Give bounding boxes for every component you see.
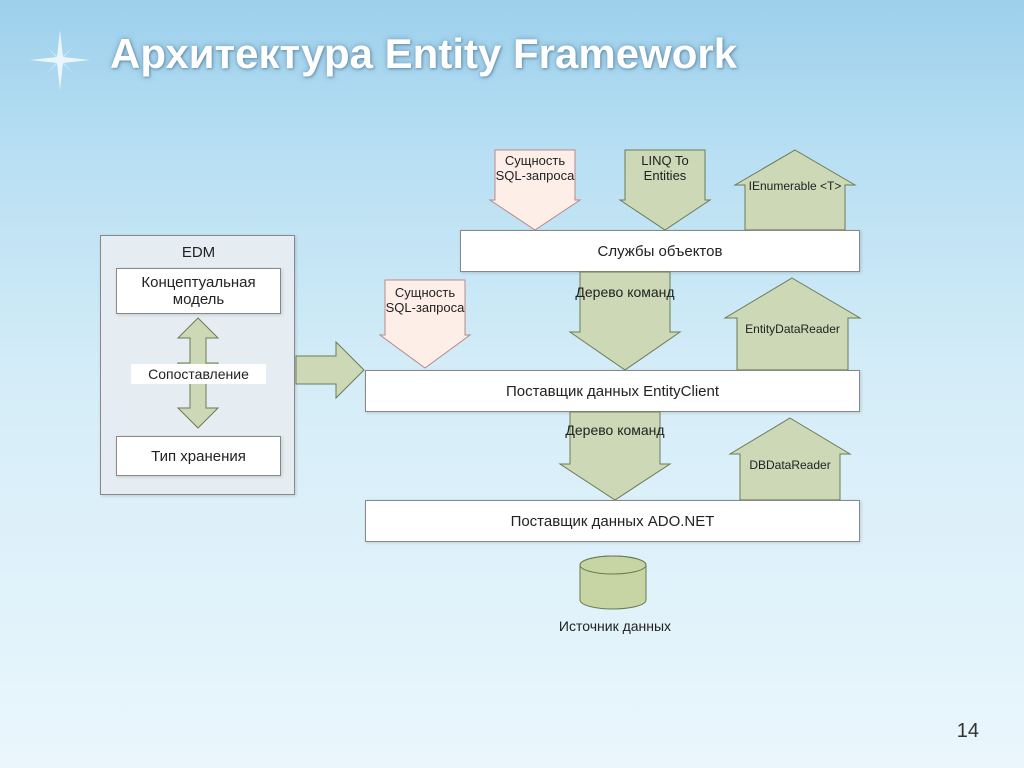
- datasource-cylinder-icon: [578, 555, 648, 610]
- edm-storage-box: Тип хранения: [116, 436, 281, 476]
- top-sql-label: Сущность SQL-запроса: [490, 154, 580, 184]
- low-reader-label: DBDataReader: [730, 458, 850, 472]
- edm-storage-label: Тип хранения: [151, 448, 246, 465]
- edm-panel: EDM Концептуальная модель Сопоставление …: [100, 235, 295, 495]
- edm-title: EDM: [101, 244, 296, 261]
- entity-client-box: Поставщик данных EntityClient: [365, 370, 860, 412]
- mid-tree-label: Дерево команд: [570, 284, 680, 300]
- edm-mapping-label: Сопоставление: [131, 364, 266, 384]
- page-number: 14: [957, 720, 979, 743]
- top-linq-label: LINQ To Entities: [620, 154, 710, 184]
- adonet-box: Поставщик данных ADO.NET: [365, 500, 860, 542]
- mid-sql-label: Сущность SQL-запроса: [380, 286, 470, 316]
- top-ienum-label: IEnumerable <T>: [735, 180, 855, 194]
- architecture-diagram: EDM Концептуальная модель Сопоставление …: [0, 140, 1024, 720]
- edm-conceptual-label: Концептуальная модель: [117, 274, 280, 308]
- edm-to-entityclient-arrow-icon: [296, 342, 364, 398]
- mid-reader-label: EntityDataReader: [725, 322, 860, 336]
- datasource-label: Источник данных: [520, 618, 710, 634]
- adonet-label: Поставщик данных ADO.NET: [511, 513, 715, 530]
- sparkle-icon: [30, 30, 90, 90]
- object-services-box: Службы объектов: [460, 230, 860, 272]
- slide-title: Архитектура Entity Framework: [110, 30, 737, 78]
- edm-conceptual-box: Концептуальная модель: [116, 268, 281, 314]
- low-tree-label: Дерево команд: [560, 422, 670, 438]
- object-services-label: Службы объектов: [598, 243, 723, 260]
- entity-client-label: Поставщик данных EntityClient: [506, 383, 719, 400]
